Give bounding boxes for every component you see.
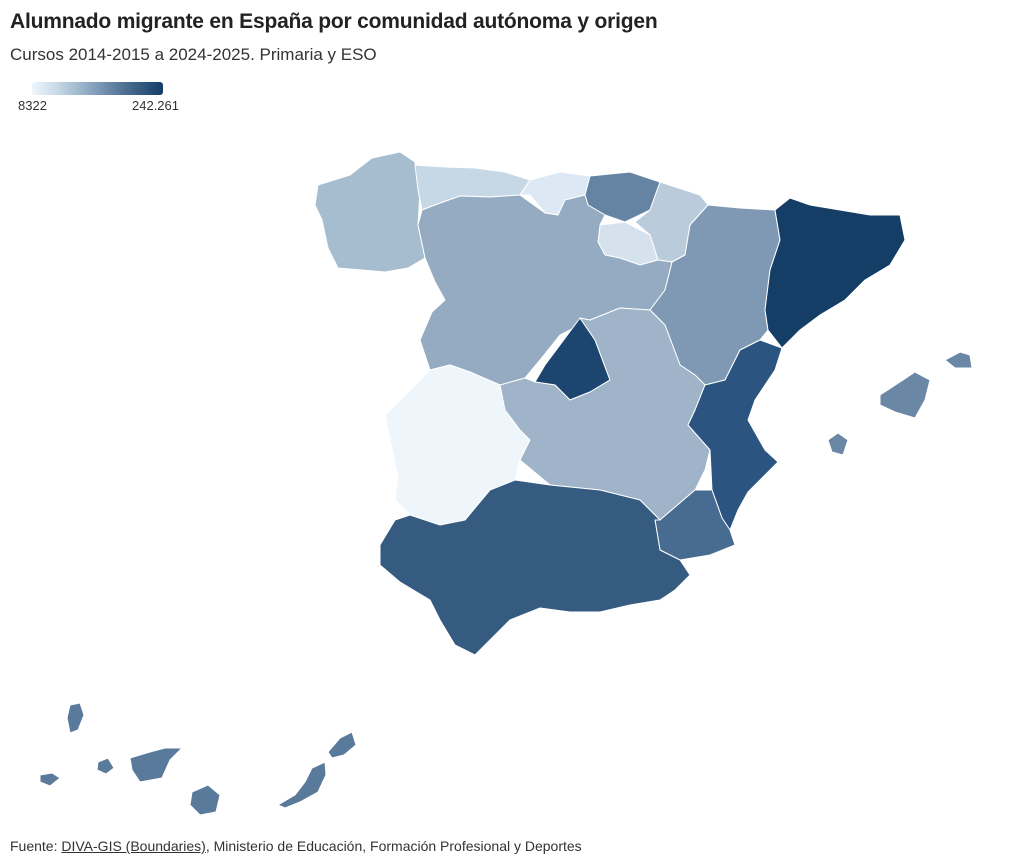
map-title: Alumnado migrante en España por comunida… — [10, 10, 658, 33]
source-rest: , Ministerio de Educación, Formación Pro… — [205, 838, 582, 854]
region-comunitat-valenciana[interactable] — [687, 339, 783, 531]
region-canarias-la-palma[interactable] — [66, 702, 85, 734]
region-baleares-mallorca[interactable] — [879, 371, 931, 419]
source-prefix: Fuente: — [10, 838, 62, 854]
region-canarias-lanzarote[interactable] — [327, 731, 357, 759]
region-galicia[interactable] — [314, 151, 426, 273]
region-canarias-tenerife[interactable] — [129, 747, 183, 783]
region-cataluna[interactable] — [764, 197, 906, 349]
region-andalucia[interactable] — [379, 479, 691, 656]
color-legend: 8322 242.261 — [18, 82, 179, 114]
region-baleares-menorca[interactable] — [944, 351, 973, 369]
map-subtitle: Cursos 2014-2015 a 2024-2025. Primaria y… — [10, 45, 377, 64]
legend-max-label: 242.261 — [132, 98, 179, 113]
region-canarias-gran-canaria[interactable] — [189, 784, 221, 816]
region-canarias-el-hierro[interactable] — [39, 772, 61, 787]
legend-min-label: 8322 — [18, 98, 47, 113]
source-note: Fuente: DIVA-GIS (Boundaries), Ministeri… — [10, 838, 582, 854]
legend-gradient-bar — [32, 82, 163, 95]
source-link[interactable]: DIVA-GIS (Boundaries) — [61, 838, 206, 854]
region-canarias-la-gomera[interactable] — [96, 757, 115, 775]
region-baleares-ibiza[interactable] — [827, 432, 849, 456]
region-canarias-fuerteventura[interactable] — [277, 761, 327, 809]
